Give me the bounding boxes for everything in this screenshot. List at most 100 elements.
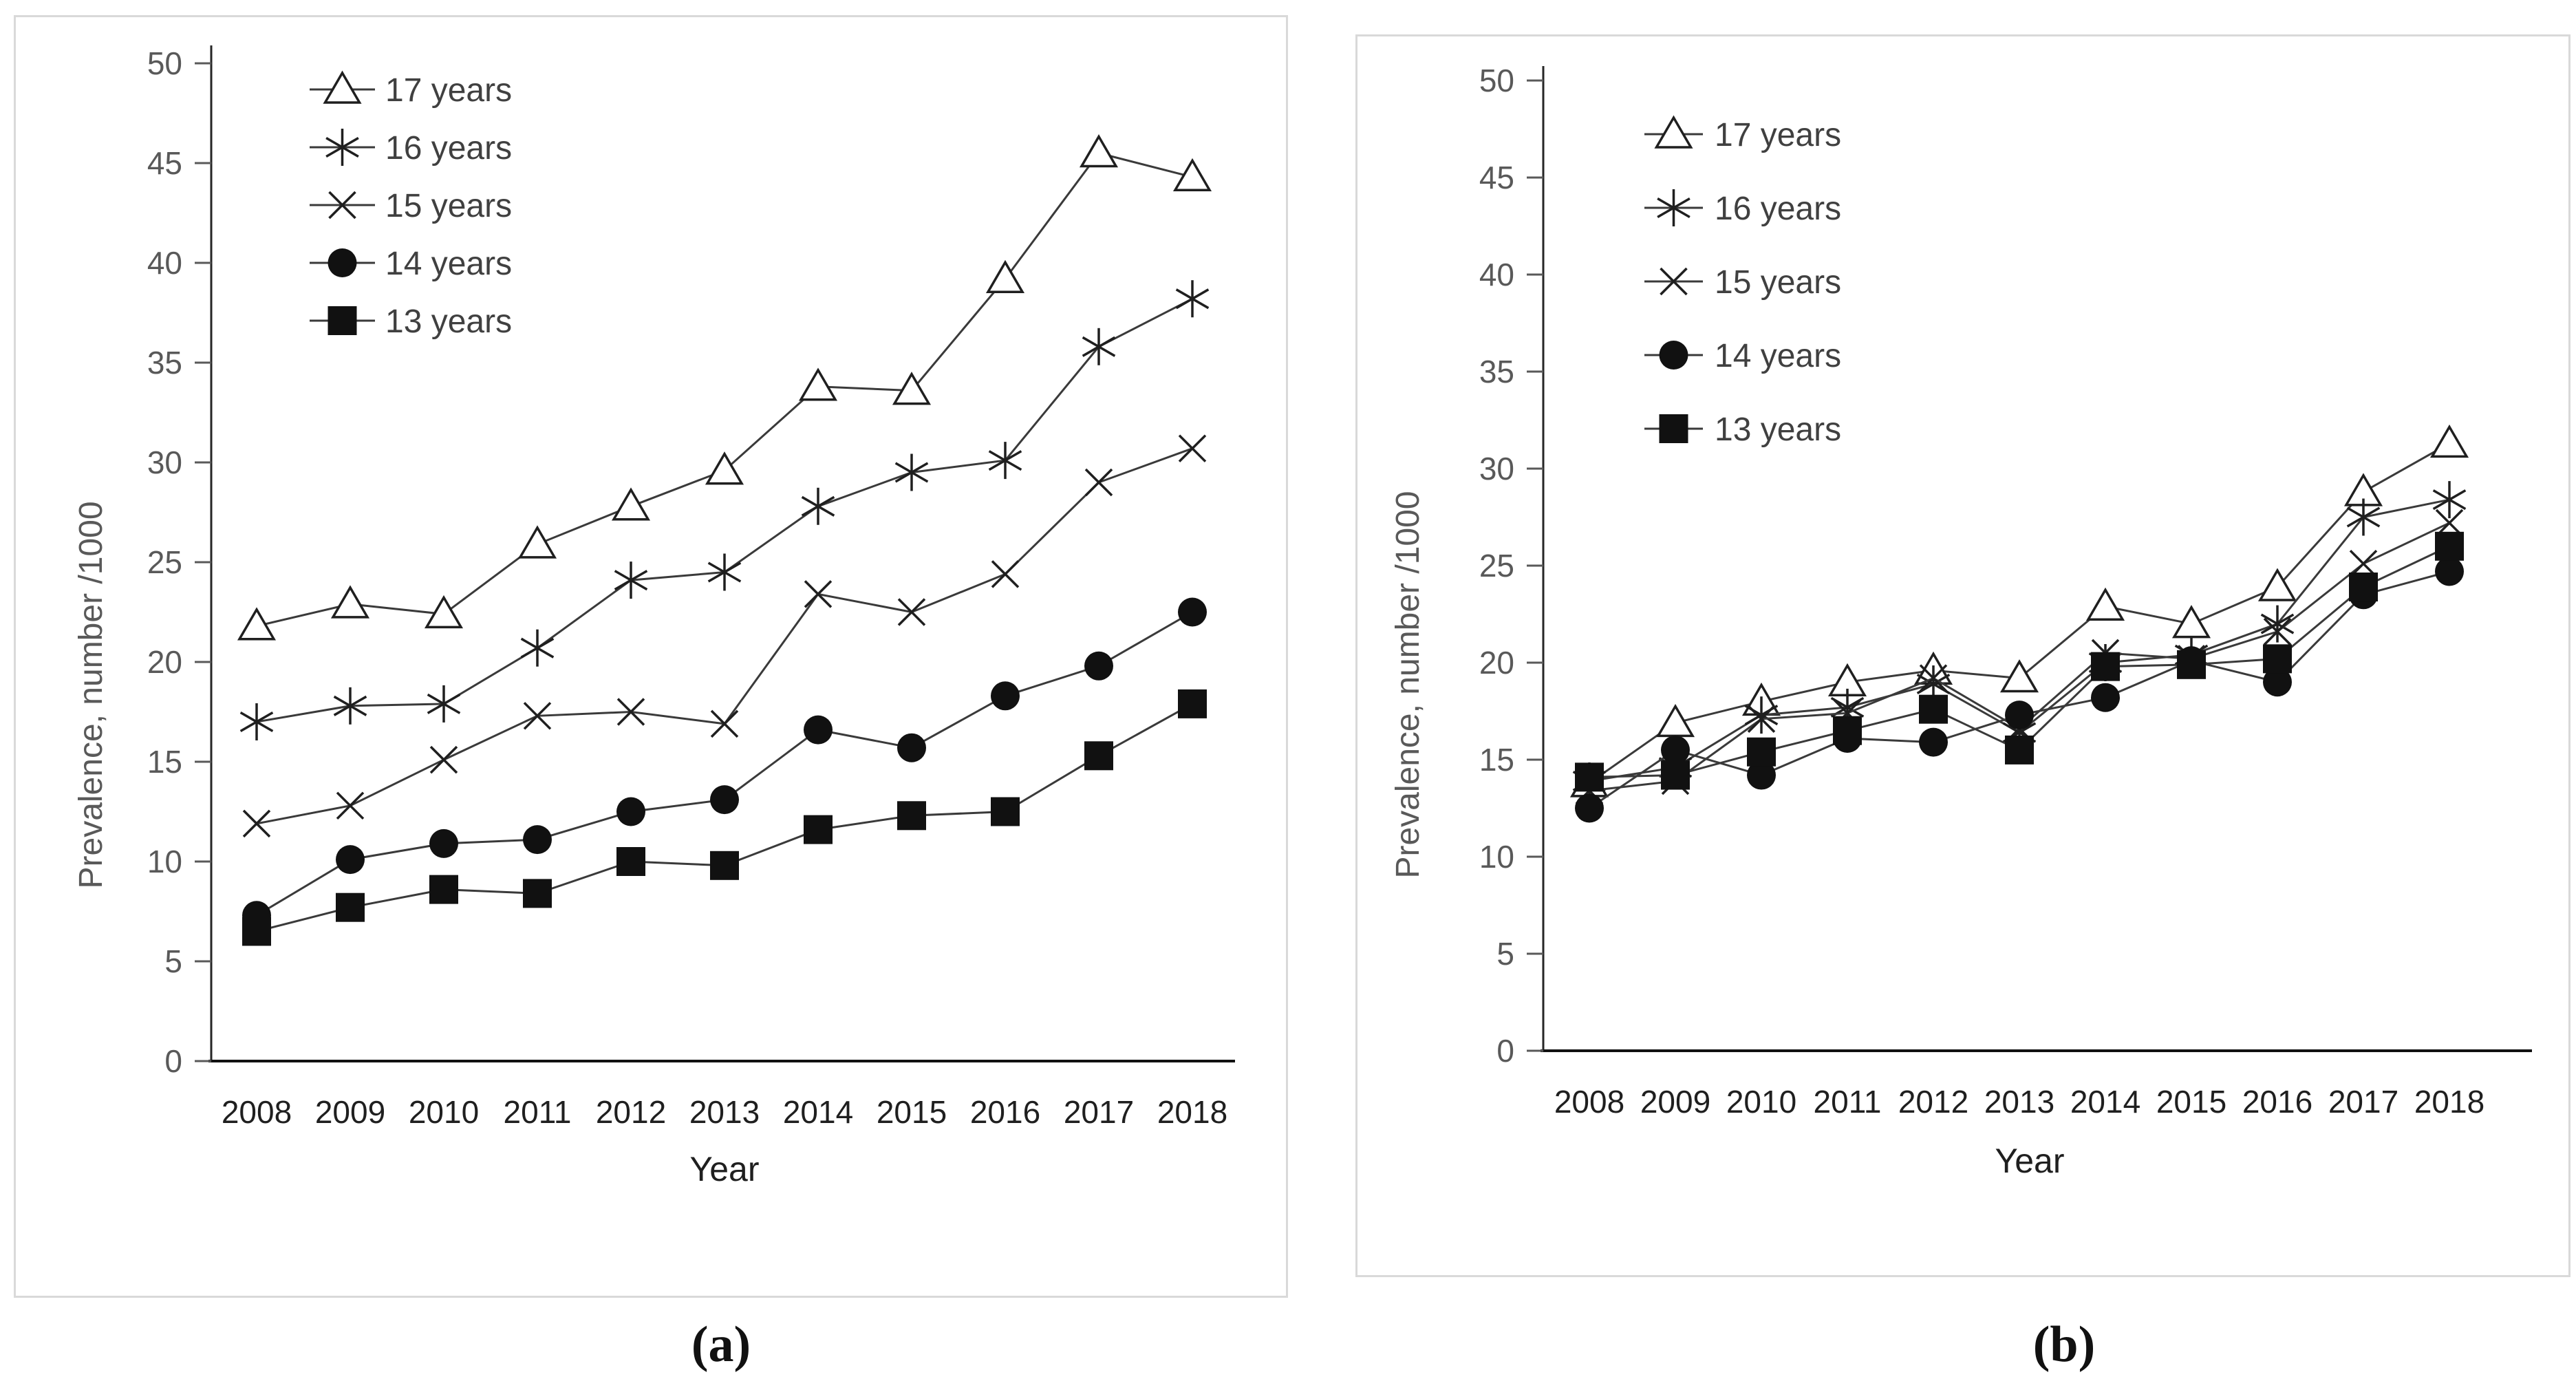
open-triangle-marker: [1654, 115, 1693, 149]
x-tick-label: 2014: [783, 1094, 853, 1130]
legend-label: 14 years: [1715, 338, 1841, 374]
x-cross-marker: [1660, 267, 1688, 296]
panel-a-box: [14, 15, 1288, 1298]
legend-label: 13 years: [1715, 411, 1841, 448]
x-cross-marker: [616, 698, 645, 726]
x-cross-marker: [1178, 434, 1207, 462]
open-triangle-marker: [323, 70, 362, 104]
filled-circle-marker: [1659, 341, 1688, 370]
filled-square-marker: [2435, 531, 2464, 561]
x-tick-label: 2018: [1157, 1094, 1227, 1130]
asterisk-marker: [2260, 613, 2295, 634]
filled-circle-marker: [1178, 597, 1207, 627]
panel-a: 0 5 10 15 20 25 30 35 40 45 50 2008 2009 2010 2011 2012…: [73, 45, 1235, 1188]
filled-square-marker: [2349, 573, 2378, 602]
y-tick-label: 30: [147, 445, 182, 480]
legend-label: 15 years: [1715, 264, 1841, 301]
x-tick-label: 2016: [2242, 1084, 2312, 1120]
x-axis-title: Year: [1995, 1142, 2064, 1180]
asterisk-marker: [614, 570, 648, 591]
open-triangle-marker: [330, 585, 370, 619]
y-tick-label: 25: [147, 544, 182, 580]
x-cross-marker: [804, 580, 833, 608]
x-tick-label: 2018: [2414, 1084, 2484, 1120]
series-13-years: [1575, 531, 2464, 792]
series-14-years: [1575, 557, 2464, 823]
y-tick-label: 20: [1479, 645, 1514, 681]
x-tick-label: 2013: [689, 1094, 760, 1130]
x-cross-marker: [336, 791, 365, 820]
asterisk-marker: [333, 695, 367, 716]
x-cross-marker: [429, 745, 458, 774]
filled-circle-marker: [616, 797, 645, 826]
series-14-years: [242, 597, 1207, 930]
asterisk-marker: [239, 711, 274, 733]
filled-square-marker: [1919, 694, 1948, 724]
filled-square-marker: [1178, 689, 1207, 718]
filled-circle-marker: [328, 248, 357, 277]
panel-b: 0 5 10 15 20 25 30 35 40 45 50 2008 2009 2010 2011 2012…: [1390, 63, 2532, 1180]
x-tick-label: 2010: [1726, 1084, 1796, 1120]
x-cross-marker: [328, 191, 356, 220]
asterisk-marker: [325, 136, 359, 158]
y-tick-label: 15: [147, 744, 182, 780]
y-tick-label: 30: [1479, 451, 1514, 486]
y-tick-label: 0: [1496, 1033, 1514, 1069]
filled-square-marker: [1084, 741, 1113, 771]
y-tick-label: 35: [1479, 354, 1514, 389]
x-cross-marker: [1919, 664, 1948, 692]
x-cross-marker: [991, 560, 1020, 588]
filled-circle-marker: [2263, 667, 2292, 697]
x-cross-marker: [1084, 468, 1113, 497]
filled-square-marker: [616, 847, 645, 876]
y-axis-title: Prevalence, number /1000: [1390, 491, 1426, 878]
panel-b-box: [1355, 34, 2570, 1277]
x-tick-label: 2011: [1814, 1084, 1882, 1120]
y-tick-label: 0: [164, 1043, 182, 1079]
asterisk-marker: [801, 495, 835, 517]
open-triangle-marker: [2257, 568, 2297, 601]
y-tick-label: 40: [1479, 257, 1514, 292]
filled-square-marker: [1659, 414, 1688, 443]
filled-square-marker: [242, 917, 271, 946]
asterisk-marker: [2432, 489, 2467, 511]
x-cross-marker: [1747, 705, 1776, 734]
y-tick-label: 20: [147, 644, 182, 680]
panel-b-caption: (b): [2032, 1316, 2096, 1373]
x-cross-marker: [2435, 509, 2464, 537]
legend-label: 16 years: [385, 130, 512, 167]
open-triangle-marker: [1079, 134, 1119, 168]
x-tick-label: 2008: [222, 1094, 292, 1130]
filled-circle-marker: [2005, 701, 2034, 730]
open-triangle-marker: [611, 487, 651, 521]
y-tick-label: 5: [164, 943, 182, 979]
x-cross-marker: [2349, 549, 2378, 578]
x-tick-label: 2015: [877, 1094, 947, 1130]
x-tick-label: 2010: [409, 1094, 479, 1130]
x-tick-label: 2017: [1064, 1094, 1134, 1130]
filled-square-marker: [2005, 735, 2034, 764]
filled-square-marker: [1575, 762, 1604, 792]
filled-square-marker: [2091, 652, 2120, 681]
filled-circle-marker: [429, 828, 458, 858]
legend-label: 16 years: [1715, 191, 1841, 227]
x-cross-marker: [710, 709, 739, 738]
axes: 0 5 10 15 20 25 30 35 40 45 50 2008 2009 2010 2011 2012…: [147, 45, 1235, 1130]
y-tick-label: 15: [1479, 742, 1514, 778]
open-triangle-marker: [705, 451, 744, 485]
filled-square-marker: [991, 797, 1020, 826]
asterisk-marker: [427, 693, 461, 714]
open-triangle-marker: [2085, 587, 2125, 621]
legend: 17 years 16 years 15 years 14 years 13 years: [1644, 115, 1841, 448]
filled-square-marker: [804, 815, 833, 844]
filled-circle-marker: [2435, 557, 2464, 586]
y-tick-label: 40: [147, 245, 182, 281]
x-tick-label: 2009: [1640, 1084, 1710, 1120]
series-16-years: [239, 280, 1210, 740]
series-13-years: [242, 689, 1207, 946]
y-tick-label: 45: [147, 145, 182, 181]
filled-circle-marker: [1661, 735, 1690, 764]
filled-square-marker: [710, 851, 739, 880]
y-axis-title: Prevalence, number /1000: [73, 501, 109, 888]
